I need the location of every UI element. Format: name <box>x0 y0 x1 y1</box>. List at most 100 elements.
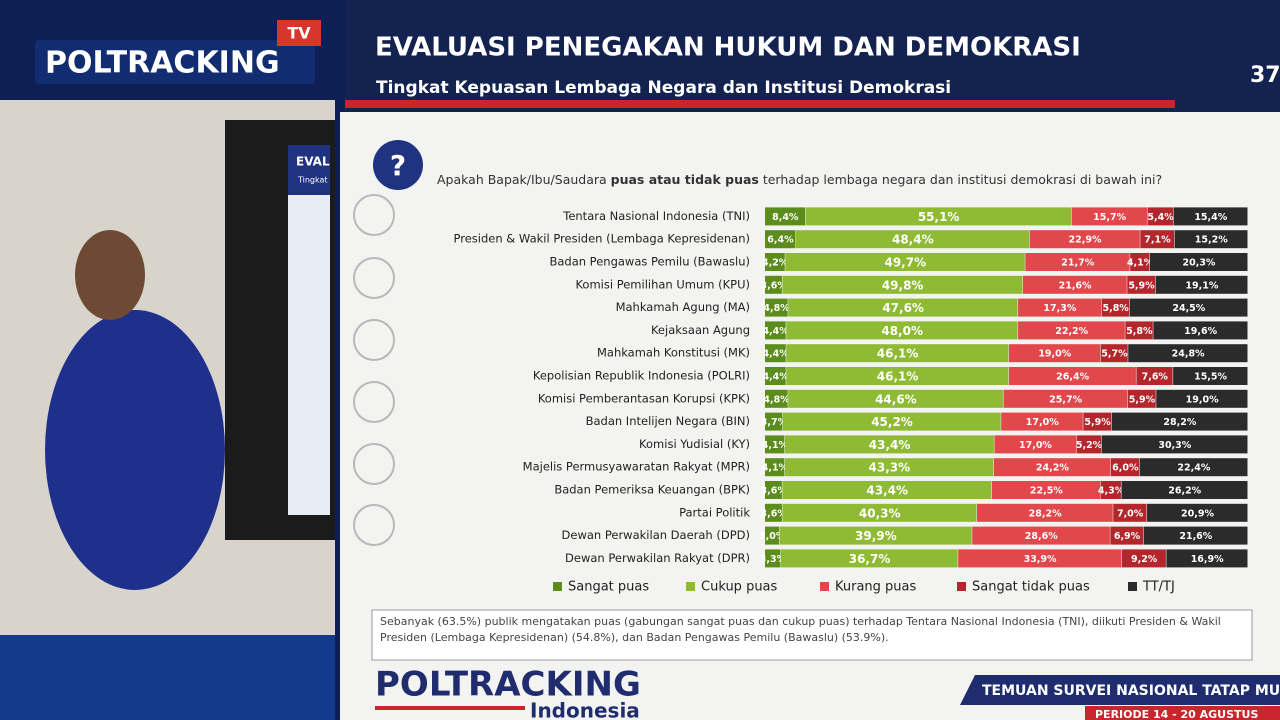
bar-segment <box>788 298 1018 317</box>
bar-segment <box>1025 253 1130 271</box>
value-label: 4,8% <box>763 303 790 314</box>
bar-segment <box>1001 412 1083 431</box>
legend-swatch <box>553 582 562 591</box>
bar-segment <box>1128 344 1248 363</box>
footer-banner-box <box>960 675 1280 705</box>
value-label: 48,4% <box>892 233 934 247</box>
bar-segment <box>786 321 1018 340</box>
value-label: 4,8% <box>763 394 790 405</box>
value-label: 43,4% <box>866 484 908 498</box>
side-icons <box>353 194 395 546</box>
bar-segment <box>1101 298 1130 317</box>
footer-logo: POLTRACKING <box>375 665 641 705</box>
presenter-head <box>75 230 145 320</box>
value-label: 3,6% <box>761 486 788 497</box>
value-label: 19,0% <box>1038 349 1071 360</box>
bar-segment <box>765 275 782 294</box>
value-label: 4,3% <box>1098 486 1125 497</box>
footer-rule <box>375 706 525 710</box>
value-label: 25,7% <box>1049 394 1082 405</box>
value-label: 49,7% <box>884 256 926 270</box>
legend-label: Sangat tidak puas <box>972 580 1090 595</box>
bar-segment <box>1003 389 1128 408</box>
legend-label: Kurang puas <box>835 580 917 595</box>
value-label: 3,7% <box>761 417 788 428</box>
bar-segment <box>1129 298 1248 317</box>
value-label: 19,1% <box>1185 280 1218 291</box>
category-label: Mahkamah Agung (MA) <box>616 300 750 314</box>
bar-segment <box>1022 275 1127 294</box>
bar-segment <box>765 298 788 317</box>
legend: Sangat puas Cukup puas Kurang puas Sangat t… <box>553 580 1175 595</box>
brand-tv: TV <box>287 24 311 43</box>
bar-segment <box>765 503 782 522</box>
value-label: 21,7% <box>1061 258 1094 269</box>
slide-title: EVALUASI PENEGAKAN HUKUM DAN DEMOKRASI <box>375 33 1081 63</box>
slide-number: 37 <box>1250 63 1280 88</box>
question-icon <box>373 140 423 190</box>
note: Sebanyak (63.5%) publik mengatakan puas … <box>380 615 1221 644</box>
value-label: 15,5% <box>1194 372 1227 383</box>
bar-segment <box>765 412 783 431</box>
bar-segment <box>1153 321 1248 340</box>
category-label: Dewan Perwakilan Rakyat (DPR) <box>565 551 750 565</box>
value-label: 46,1% <box>877 347 919 361</box>
value-label: 4,4% <box>762 372 789 383</box>
bar-segment <box>795 230 1030 249</box>
value-label: 28,2% <box>1029 508 1062 519</box>
bar-segment <box>765 230 796 249</box>
value-label: 4,4% <box>762 349 789 360</box>
bar-segment <box>958 549 1122 568</box>
category-label: Dewan Perwakilan Daerah (DPD) <box>562 528 750 542</box>
bar-segment <box>977 503 1113 522</box>
value-label: 4,1% <box>1127 258 1154 269</box>
bar-segment <box>1156 389 1248 408</box>
bar-segment <box>1113 503 1147 522</box>
bar-segment <box>779 526 972 545</box>
question: Apakah Bapak/Ibu/Saudara puas atau tidak… <box>437 172 1162 187</box>
value-label: 8,4% <box>772 212 799 223</box>
value-label: 46,1% <box>877 370 919 384</box>
value-label: 7,1% <box>1144 235 1171 246</box>
bar-segment <box>1139 458 1248 477</box>
bar-segment <box>782 275 1023 294</box>
legend-label: Sangat puas <box>568 580 649 595</box>
footer-period-box <box>1085 706 1280 720</box>
brand-tv-box <box>277 20 321 46</box>
bar-segment <box>1147 207 1174 226</box>
footer-period: PERIODE 14 - 20 AGUSTUS <box>1095 708 1258 720</box>
value-label: 3,6% <box>761 508 788 519</box>
bar-segment <box>765 207 806 226</box>
value-label: 20,3% <box>1182 258 1215 269</box>
legend-swatch <box>957 582 966 591</box>
value-label: 6,4% <box>767 235 794 246</box>
footer-banner: TEMUAN SURVEI NASIONAL TATAP MU <box>982 683 1280 699</box>
note-wrap: Sebanyak (63.5%) publik mengatakan puas … <box>380 615 1221 644</box>
bar-segment <box>1125 321 1153 340</box>
bar-segment <box>1076 435 1102 454</box>
value-label: 19,6% <box>1184 326 1217 337</box>
value-label: 43,4% <box>869 438 911 452</box>
value-label: 49,8% <box>882 278 924 292</box>
value-label: 5,9% <box>1128 280 1155 291</box>
monitor-subtitle: Tingkat <box>297 176 328 185</box>
bar-segment <box>788 389 1004 408</box>
bar-segment <box>765 367 786 385</box>
category-label: Majelis Permusyawaratan Rakyat (MPR) <box>523 460 750 474</box>
bar-segment <box>1121 481 1248 499</box>
brand-box <box>35 40 315 84</box>
value-label: 5,4% <box>1147 212 1174 223</box>
bar-segment <box>993 458 1111 477</box>
bar-segment <box>785 253 1025 271</box>
bar-segment <box>1173 367 1248 385</box>
legend-swatch <box>1128 582 1137 591</box>
value-label: 5,2% <box>1076 440 1103 451</box>
bar-segment <box>1071 207 1148 226</box>
value-label: 21,6% <box>1179 531 1212 542</box>
value-label: 3,6% <box>761 280 788 291</box>
value-label: 33,9% <box>1024 554 1057 565</box>
category-label: Badan Pemeriksa Keuangan (BPK) <box>554 483 750 497</box>
question-bold: puas atau tidak puas <box>611 172 759 187</box>
value-label: 24,8% <box>1172 349 1205 360</box>
bar-segment <box>765 253 785 271</box>
